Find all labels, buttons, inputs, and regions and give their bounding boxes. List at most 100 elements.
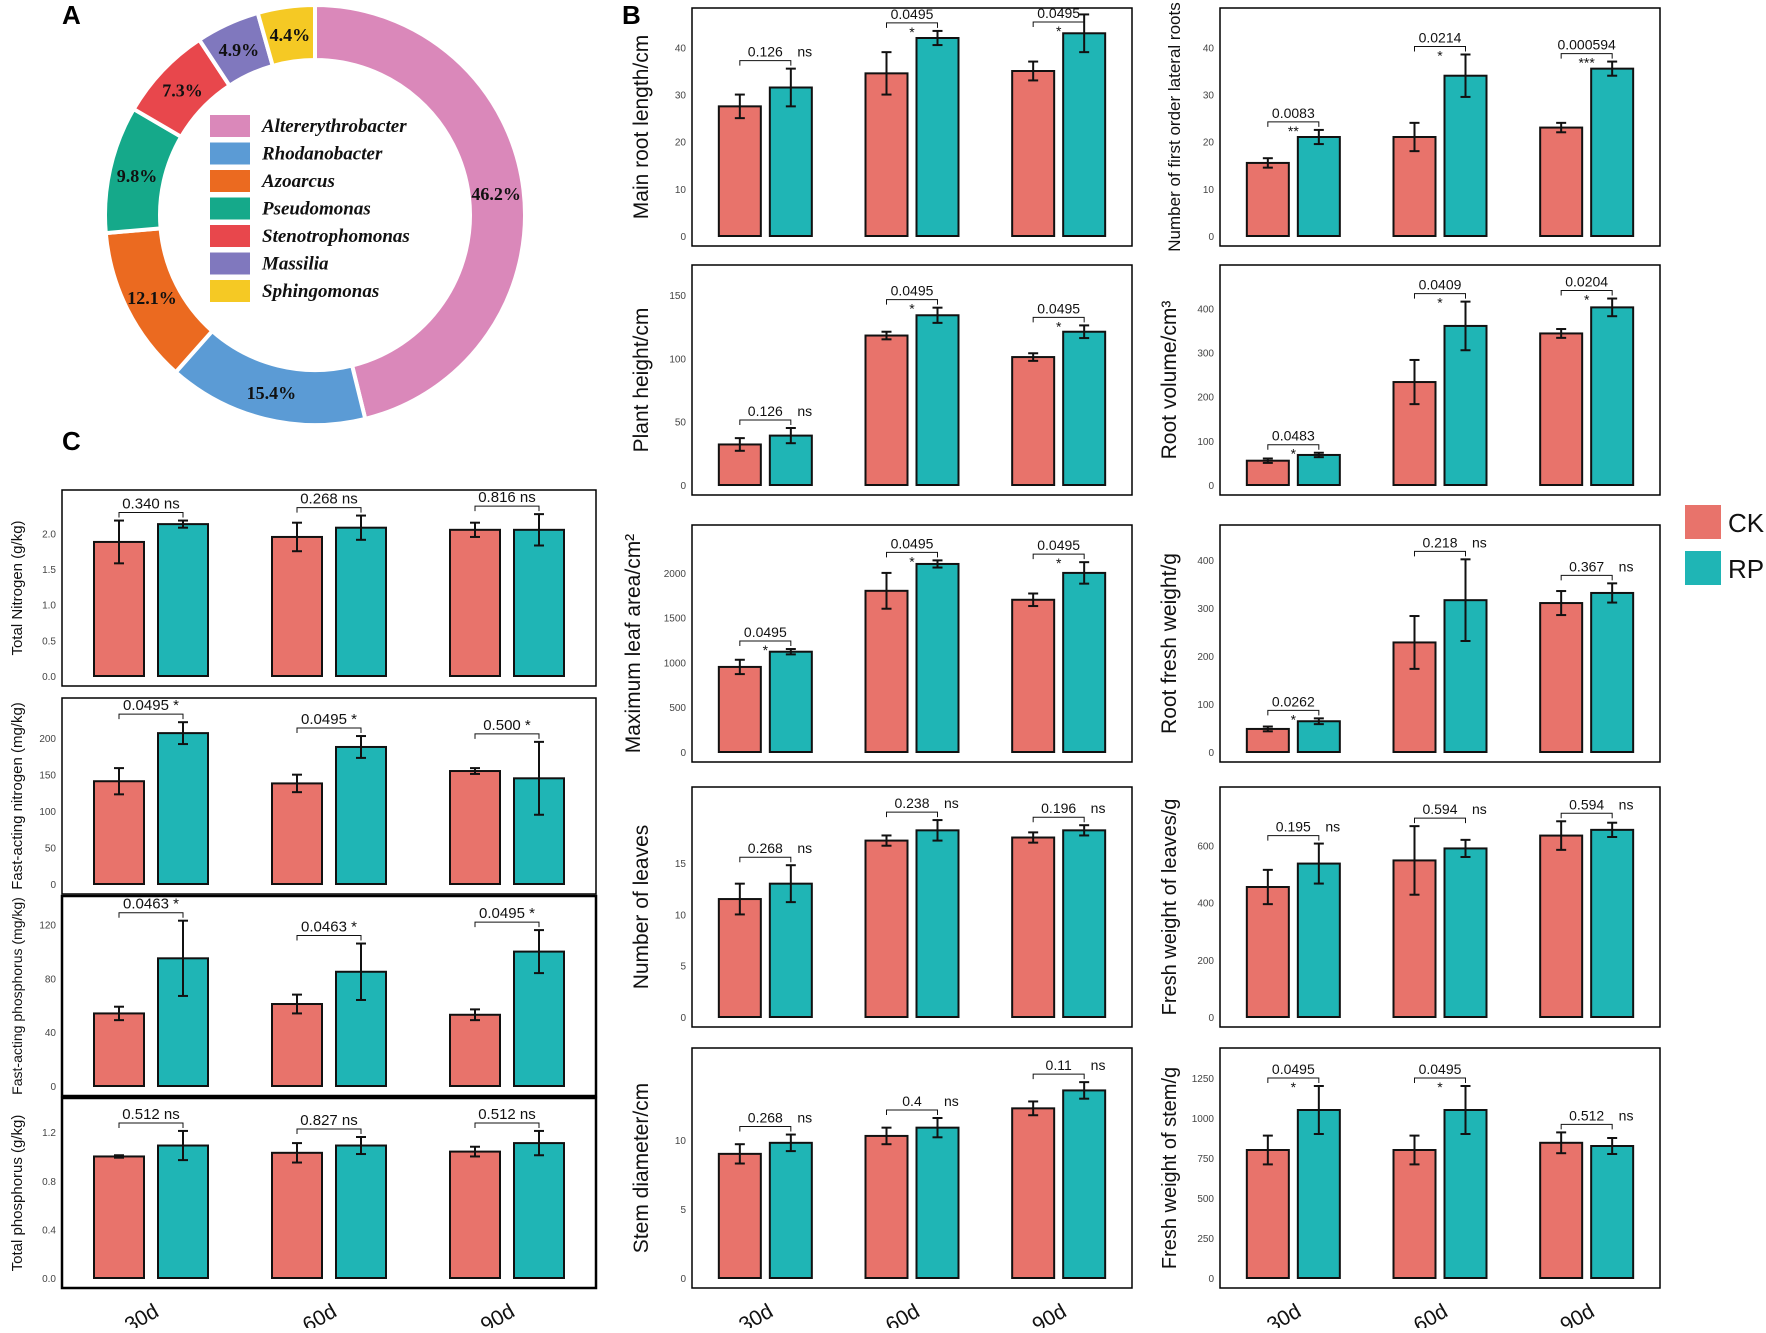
significance-bracket <box>296 935 362 941</box>
bar-rp-90d <box>1062 330 1107 486</box>
panel-label-b: B <box>622 0 641 30</box>
significance-pvalue: 0.126 <box>748 403 783 419</box>
y-axis-label: Total phosphorus (g/kg) <box>9 1115 26 1272</box>
significance-bracket <box>296 727 362 734</box>
bar-ck-90d <box>1539 834 1584 1018</box>
bar-rp-60d <box>915 314 960 486</box>
plot-frame <box>1219 7 1661 247</box>
bar-rp-30d <box>1296 720 1341 753</box>
bar-ck-60d <box>864 589 909 753</box>
plot-frame <box>691 1047 1133 1289</box>
y-tick-label: 200 <box>39 734 56 745</box>
significance-bracket <box>886 551 938 558</box>
x-tick-label-90d: 90d <box>1028 1300 1070 1328</box>
significance-bracket <box>474 921 540 928</box>
bar-ck-90d <box>1011 356 1056 487</box>
y-axis-label: Number of leaves <box>630 825 653 990</box>
donut-legend-swatch <box>210 280 250 302</box>
bar-chart-total_phosphorus: 0.0 0.4 0.8 1.2 Total phosphorus (g/kg) 0.512… <box>9 1096 598 1333</box>
bar-chart-fast_acting_nitrogen: 0 50 100 150 200 Fast-acting nitrogen (mg/kg)… <box>9 697 597 895</box>
significance-stars: ns <box>944 1093 959 1109</box>
donut-value-label: 46.2% <box>471 184 521 204</box>
y-tick-label: 0 <box>1208 1274 1214 1285</box>
bar-ck-60d <box>271 1151 323 1280</box>
significance-bracket <box>296 1128 362 1135</box>
panel-label-c: C <box>62 426 81 456</box>
y-tick-label: 100 <box>1197 700 1214 711</box>
y-tick-label: 0 <box>680 1013 686 1024</box>
significance-pvalue: 0.0495 <box>744 624 787 640</box>
significance-label: 0.500 * <box>483 717 531 734</box>
significance-bracket <box>1267 709 1320 716</box>
x-tick-label-90d: 90d <box>1556 1300 1598 1328</box>
plot-frame <box>60 894 598 1098</box>
y-axis-label: Main root length/cm <box>630 35 653 219</box>
donut-value-label: 15.4% <box>247 383 297 403</box>
donut-legend-label: Altererythrobacter <box>261 116 407 137</box>
bar-rp-30d <box>768 650 813 754</box>
significance-stars: ns <box>797 840 812 856</box>
bar-ck-60d <box>864 334 909 486</box>
significance-bracket <box>1414 293 1466 299</box>
significance-bracket <box>474 1122 540 1128</box>
x-tick-label-30d: 30d <box>1263 1300 1305 1328</box>
bar-chart-plant_height: 0 50 100 150 Plant height/cm 0.126 ns 0.0495 * 0.… <box>630 264 1133 496</box>
significance-stars: ns <box>1619 1107 1634 1123</box>
donut-slice-sphingomonas <box>255 2 317 69</box>
bar-rp-60d <box>915 1126 960 1279</box>
bar-rp-90d <box>1590 1145 1635 1279</box>
donut-legend-label: Rhodanobacter <box>261 144 383 165</box>
significance-label: 0.512 ns <box>122 1106 180 1123</box>
bar-chart-first_order_lateral_roots: 0 10 20 30 40 Number of first order lateral r… <box>1165 2 1661 252</box>
donut-legend-swatch <box>210 225 250 247</box>
significance-label: 0.0495 * <box>301 711 357 728</box>
y-tick-label: 2000 <box>664 569 687 580</box>
significance-bracket <box>1560 53 1613 59</box>
bar-ck-90d <box>1539 1141 1584 1280</box>
significance-label: 0.512 ns <box>478 1106 536 1123</box>
significance-bracket <box>886 299 938 305</box>
bar-rp-60d <box>1443 847 1488 1019</box>
significance-pvalue: 0.0495 <box>891 283 934 299</box>
significance-bracket <box>1414 817 1466 824</box>
bar-rp-60d <box>335 1144 387 1279</box>
bar-rp-30d <box>768 1141 813 1280</box>
y-tick-label: 1000 <box>664 658 687 669</box>
bar-chart-root_volume: 0 100 200 300 400 Root volume/cm³ 0.0483 * 0.040… <box>1158 264 1661 496</box>
significance-bracket <box>739 419 792 425</box>
y-tick-label: 30 <box>675 91 687 102</box>
y-axis-label: Fast-acting nitrogen (mg/kg) <box>9 702 26 890</box>
y-axis-label: Fast-acting phosphorus (mg/kg) <box>9 897 25 1095</box>
significance-pvalue: 0.594 <box>1569 796 1604 812</box>
bar-ck-30d <box>717 1152 762 1279</box>
significance-pvalue: 0.0495 <box>1037 5 1080 21</box>
y-tick-label: 400 <box>1197 556 1214 567</box>
significance-bracket <box>118 512 184 518</box>
significance-stars: * <box>1056 23 1062 39</box>
significance-bracket <box>1560 574 1613 581</box>
y-tick-label: 2.0 <box>42 529 56 540</box>
significance-stars: * <box>1056 555 1062 571</box>
y-axis-label: Number of first order lateral roots <box>1165 2 1184 251</box>
bar-rp-60d <box>335 745 387 885</box>
significance-stars: * <box>1437 295 1443 311</box>
significance-stars: ns <box>1619 796 1634 812</box>
y-tick-label: 10 <box>675 1136 687 1147</box>
y-tick-label: 0 <box>680 748 686 759</box>
bar-rp-30d <box>1296 453 1341 487</box>
significance-pvalue: 0.594 <box>1422 801 1457 817</box>
y-axis-label: Fresh weight of stem/g <box>1159 1067 1181 1269</box>
bar-ck-90d <box>1011 70 1056 237</box>
bar-ck-30d <box>93 1012 145 1088</box>
y-tick-label: 250 <box>1197 1234 1214 1245</box>
significance-label: 0.0495 * <box>123 697 179 714</box>
bar-ck-30d <box>93 780 145 886</box>
y-tick-label: 500 <box>669 703 686 714</box>
significance-pvalue: 0.126 <box>748 44 783 60</box>
bar-ck-90d <box>1011 1107 1056 1280</box>
significance-stars: * <box>1291 711 1297 727</box>
legend: CK RP <box>1685 505 1765 585</box>
bar-rp-60d <box>915 37 960 237</box>
